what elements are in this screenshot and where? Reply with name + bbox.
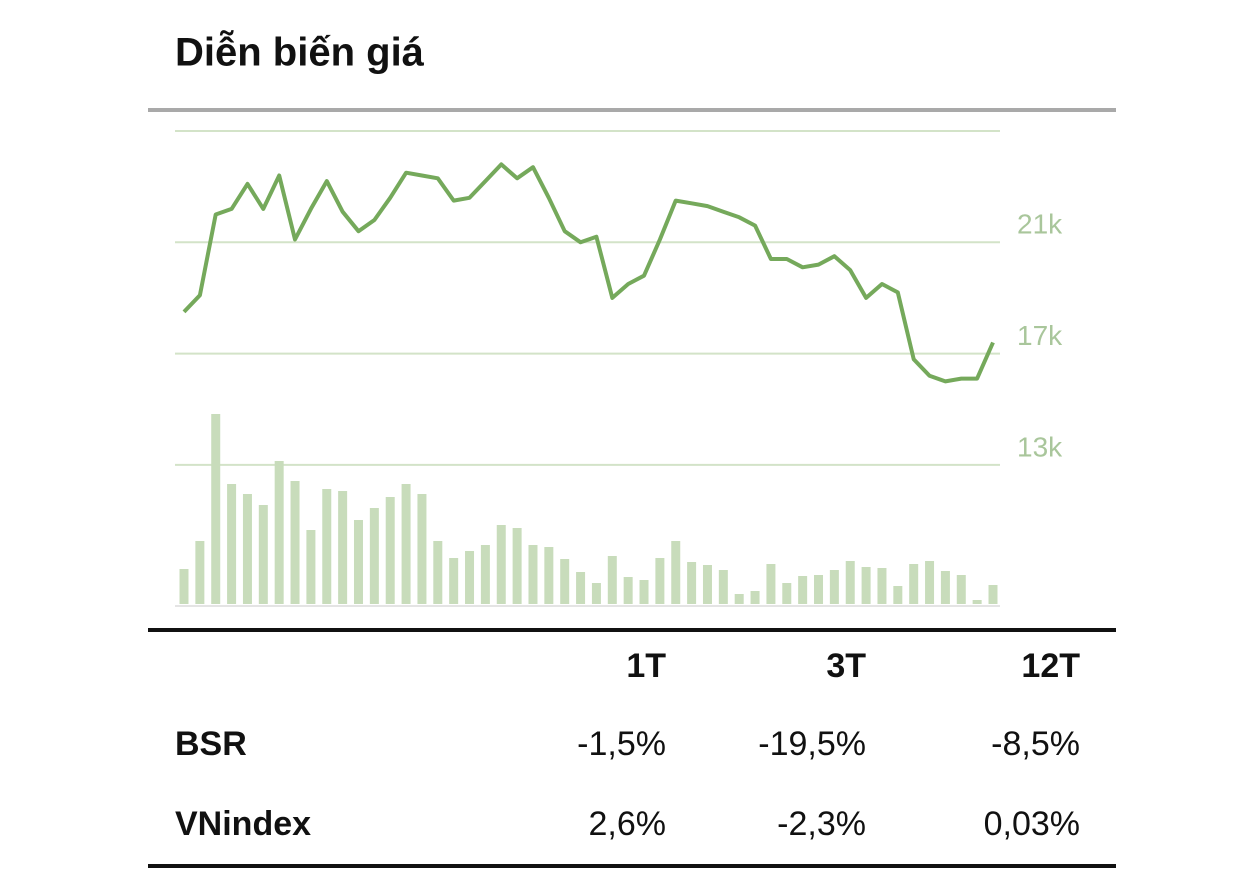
volume-bar — [338, 491, 348, 604]
table-cell: 0,03% — [984, 805, 1080, 843]
volume-bar — [972, 600, 982, 604]
volume-bar — [258, 505, 268, 604]
volume-bar — [988, 585, 998, 604]
volume-bar — [544, 547, 554, 604]
volume-bar — [909, 564, 919, 604]
volume-bar — [496, 525, 506, 604]
volume-bar — [322, 489, 332, 604]
volume-bar — [385, 497, 395, 604]
volume-bar — [861, 567, 871, 604]
volume-bar — [179, 569, 189, 604]
volume-bar — [766, 564, 776, 604]
volume-bar — [560, 559, 570, 604]
table-cell: -19,5% — [758, 725, 866, 763]
volume-bar — [274, 461, 284, 604]
volume-bar — [877, 568, 887, 604]
table-cell: 2,6% — [589, 805, 667, 843]
y-tick-label: 13k — [1017, 431, 1063, 462]
volume-bar — [814, 575, 824, 604]
volume-bar — [607, 556, 617, 604]
table-header: 3T — [826, 647, 866, 685]
table-cell: -8,5% — [991, 725, 1080, 763]
volume-bar — [639, 580, 649, 604]
volume-bar — [353, 520, 363, 604]
volume-bar — [465, 551, 475, 604]
volume-bar — [623, 577, 633, 604]
table-header: 12T — [1021, 647, 1080, 685]
volume-bar — [956, 575, 966, 604]
y-tick-label: 21k — [1017, 209, 1063, 240]
volume-bar — [512, 528, 522, 604]
volume-bar — [433, 541, 443, 604]
volume-bar — [655, 558, 665, 604]
volume-bar — [369, 508, 379, 604]
volume-bar — [893, 586, 903, 604]
volume-bar — [687, 562, 697, 604]
row-label: VNindex — [175, 805, 311, 843]
table-header: 1T — [626, 647, 666, 685]
volume-bar — [925, 561, 935, 604]
volume-bar — [449, 558, 459, 604]
volume-bar — [417, 494, 427, 604]
volume-bar — [671, 541, 681, 604]
volume-bar — [528, 545, 538, 604]
volume-bar — [211, 414, 221, 604]
volume-bar — [290, 481, 300, 604]
volume-bar — [845, 561, 855, 604]
volume-bar — [195, 541, 205, 604]
volume-bar — [734, 594, 744, 604]
volume-bar — [591, 583, 601, 604]
table-cell: -2,3% — [777, 805, 866, 843]
y-tick-label: 17k — [1017, 320, 1063, 351]
volume-bar — [306, 530, 316, 604]
table-cell: -1,5% — [577, 725, 666, 763]
volume-bar — [227, 484, 237, 604]
chart-title: Diễn biến giá — [175, 29, 425, 75]
volume-bar — [718, 570, 728, 604]
volume-bar — [782, 583, 792, 604]
price-line — [182, 162, 995, 384]
volume-bar — [480, 545, 490, 604]
volume-bar — [401, 484, 411, 604]
table-bottom-rule — [148, 864, 1116, 868]
volume-bar — [702, 565, 712, 604]
volume-bar — [829, 570, 839, 604]
volume-bar — [576, 572, 586, 604]
table-top-rule — [148, 628, 1116, 632]
volume-bar — [750, 591, 760, 604]
title-rule — [148, 108, 1116, 112]
volume-bar — [242, 494, 252, 604]
row-label: BSR — [175, 725, 247, 763]
volume-bar — [940, 571, 950, 604]
volume-bar — [798, 576, 808, 604]
